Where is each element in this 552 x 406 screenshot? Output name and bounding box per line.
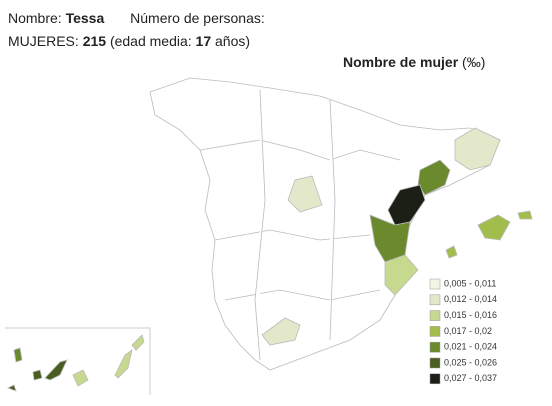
- legend-swatch: [429, 294, 441, 306]
- legend-label: 0,015 - 0,016: [444, 310, 497, 320]
- map-title: Nombre de mujer (‰): [343, 54, 485, 70]
- legend-label: 0,012 - 0,014: [444, 294, 497, 304]
- legend-swatch: [429, 373, 441, 385]
- age: 17: [195, 33, 212, 49]
- provinces: [5, 77, 533, 395]
- count-label: Número de personas:: [130, 10, 265, 26]
- canarias-frame: [5, 327, 151, 395]
- menorca: [517, 210, 533, 220]
- malaga: [261, 317, 301, 346]
- alicante: [384, 254, 419, 296]
- la-gomera: [32, 369, 43, 381]
- legend-swatch: [429, 310, 441, 321]
- age-label: (edad media:: [109, 33, 192, 49]
- unit: (‰): [462, 54, 486, 70]
- count: 215: [82, 33, 107, 49]
- girona: [454, 127, 501, 171]
- legend-swatch: [429, 357, 441, 369]
- mallorca: [477, 214, 511, 241]
- legend-label: 0,021 - 0,024: [444, 342, 497, 352]
- gran-canaria: [72, 369, 89, 387]
- legend-label: 0,005 - 0,011: [444, 278, 496, 288]
- fuerteventura: [114, 349, 133, 379]
- lanzarote: [131, 334, 145, 351]
- madrid: [287, 175, 323, 213]
- border: [254, 89, 266, 361]
- el-hierro: [7, 384, 17, 392]
- group: MUJERES:: [8, 33, 79, 49]
- name-line: Nombre: Tessa Número de personas:: [8, 10, 265, 26]
- ibiza: [445, 245, 458, 259]
- age-unit: años): [215, 33, 251, 49]
- border: [199, 139, 401, 161]
- legend-swatch: [429, 341, 441, 353]
- border: [224, 289, 381, 301]
- legend-label: 0,025 - 0,026: [444, 357, 497, 367]
- legend-label: 0,027 - 0,037: [444, 373, 497, 383]
- legend-swatch: [429, 278, 441, 290]
- border: [329, 99, 336, 341]
- name-label: Nombre:: [8, 10, 62, 26]
- tenerife: [44, 359, 68, 381]
- tarragona: [417, 159, 451, 196]
- legend: 0,005 - 0,011 0,012 - 0,014 0,015 - 0,016 0…: [429, 278, 497, 385]
- title: Nombre de mujer: [343, 54, 459, 70]
- name: Tessa: [65, 10, 105, 26]
- legend-swatch: [429, 326, 441, 337]
- la-palma: [13, 347, 23, 363]
- count-line: MUJERES: 215 (edad media: 17 años): [8, 33, 250, 49]
- legend-label: 0,017 - 0,02: [444, 326, 492, 336]
